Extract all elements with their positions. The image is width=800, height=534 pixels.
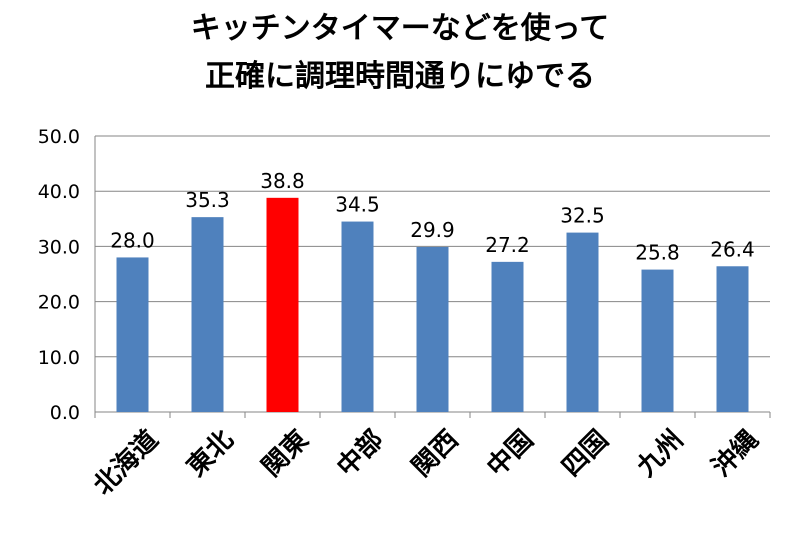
x-category-label: 九州 [631,425,690,484]
data-label: 25.8 [635,241,680,265]
x-category-label: 北海道 [87,424,164,501]
data-label: 32.5 [560,204,605,228]
y-tick-label: 10.0 [38,347,80,369]
chart-title-line-2: 正確に調理時間通りにゆでる [205,59,595,94]
y-tick-label: 50.0 [38,126,80,148]
x-category-label: 関西 [406,425,464,483]
x-category-label: 関東 [256,425,314,483]
x-category-label: 四国 [556,425,614,483]
data-label: 27.2 [485,233,530,257]
data-label: 28.0 [110,228,155,252]
data-label: 26.4 [710,237,755,261]
x-category-label: 東北 [181,425,239,483]
data-label: 29.9 [410,218,455,242]
y-tick-label: 0.0 [50,402,80,424]
x-category-label: 中部 [331,425,389,483]
data-label: 35.3 [185,188,230,212]
x-category-label: 沖縄 [706,425,764,483]
data-label: 38.8 [260,169,305,193]
bar [416,246,449,412]
data-label: 34.5 [335,193,380,217]
chart-title-line-1: キッチンタイマーなどを使って [190,11,610,46]
bar [566,232,599,412]
bar [716,266,749,412]
x-category-label: 中国 [481,425,539,483]
bar [341,221,374,412]
bar [641,269,674,412]
y-tick-label: 20.0 [38,292,80,314]
bar [191,217,224,412]
y-tick-label: 30.0 [38,236,80,258]
bar [266,197,299,412]
y-tick-label: 40.0 [38,181,80,203]
bar [491,261,524,412]
bar [116,257,149,412]
